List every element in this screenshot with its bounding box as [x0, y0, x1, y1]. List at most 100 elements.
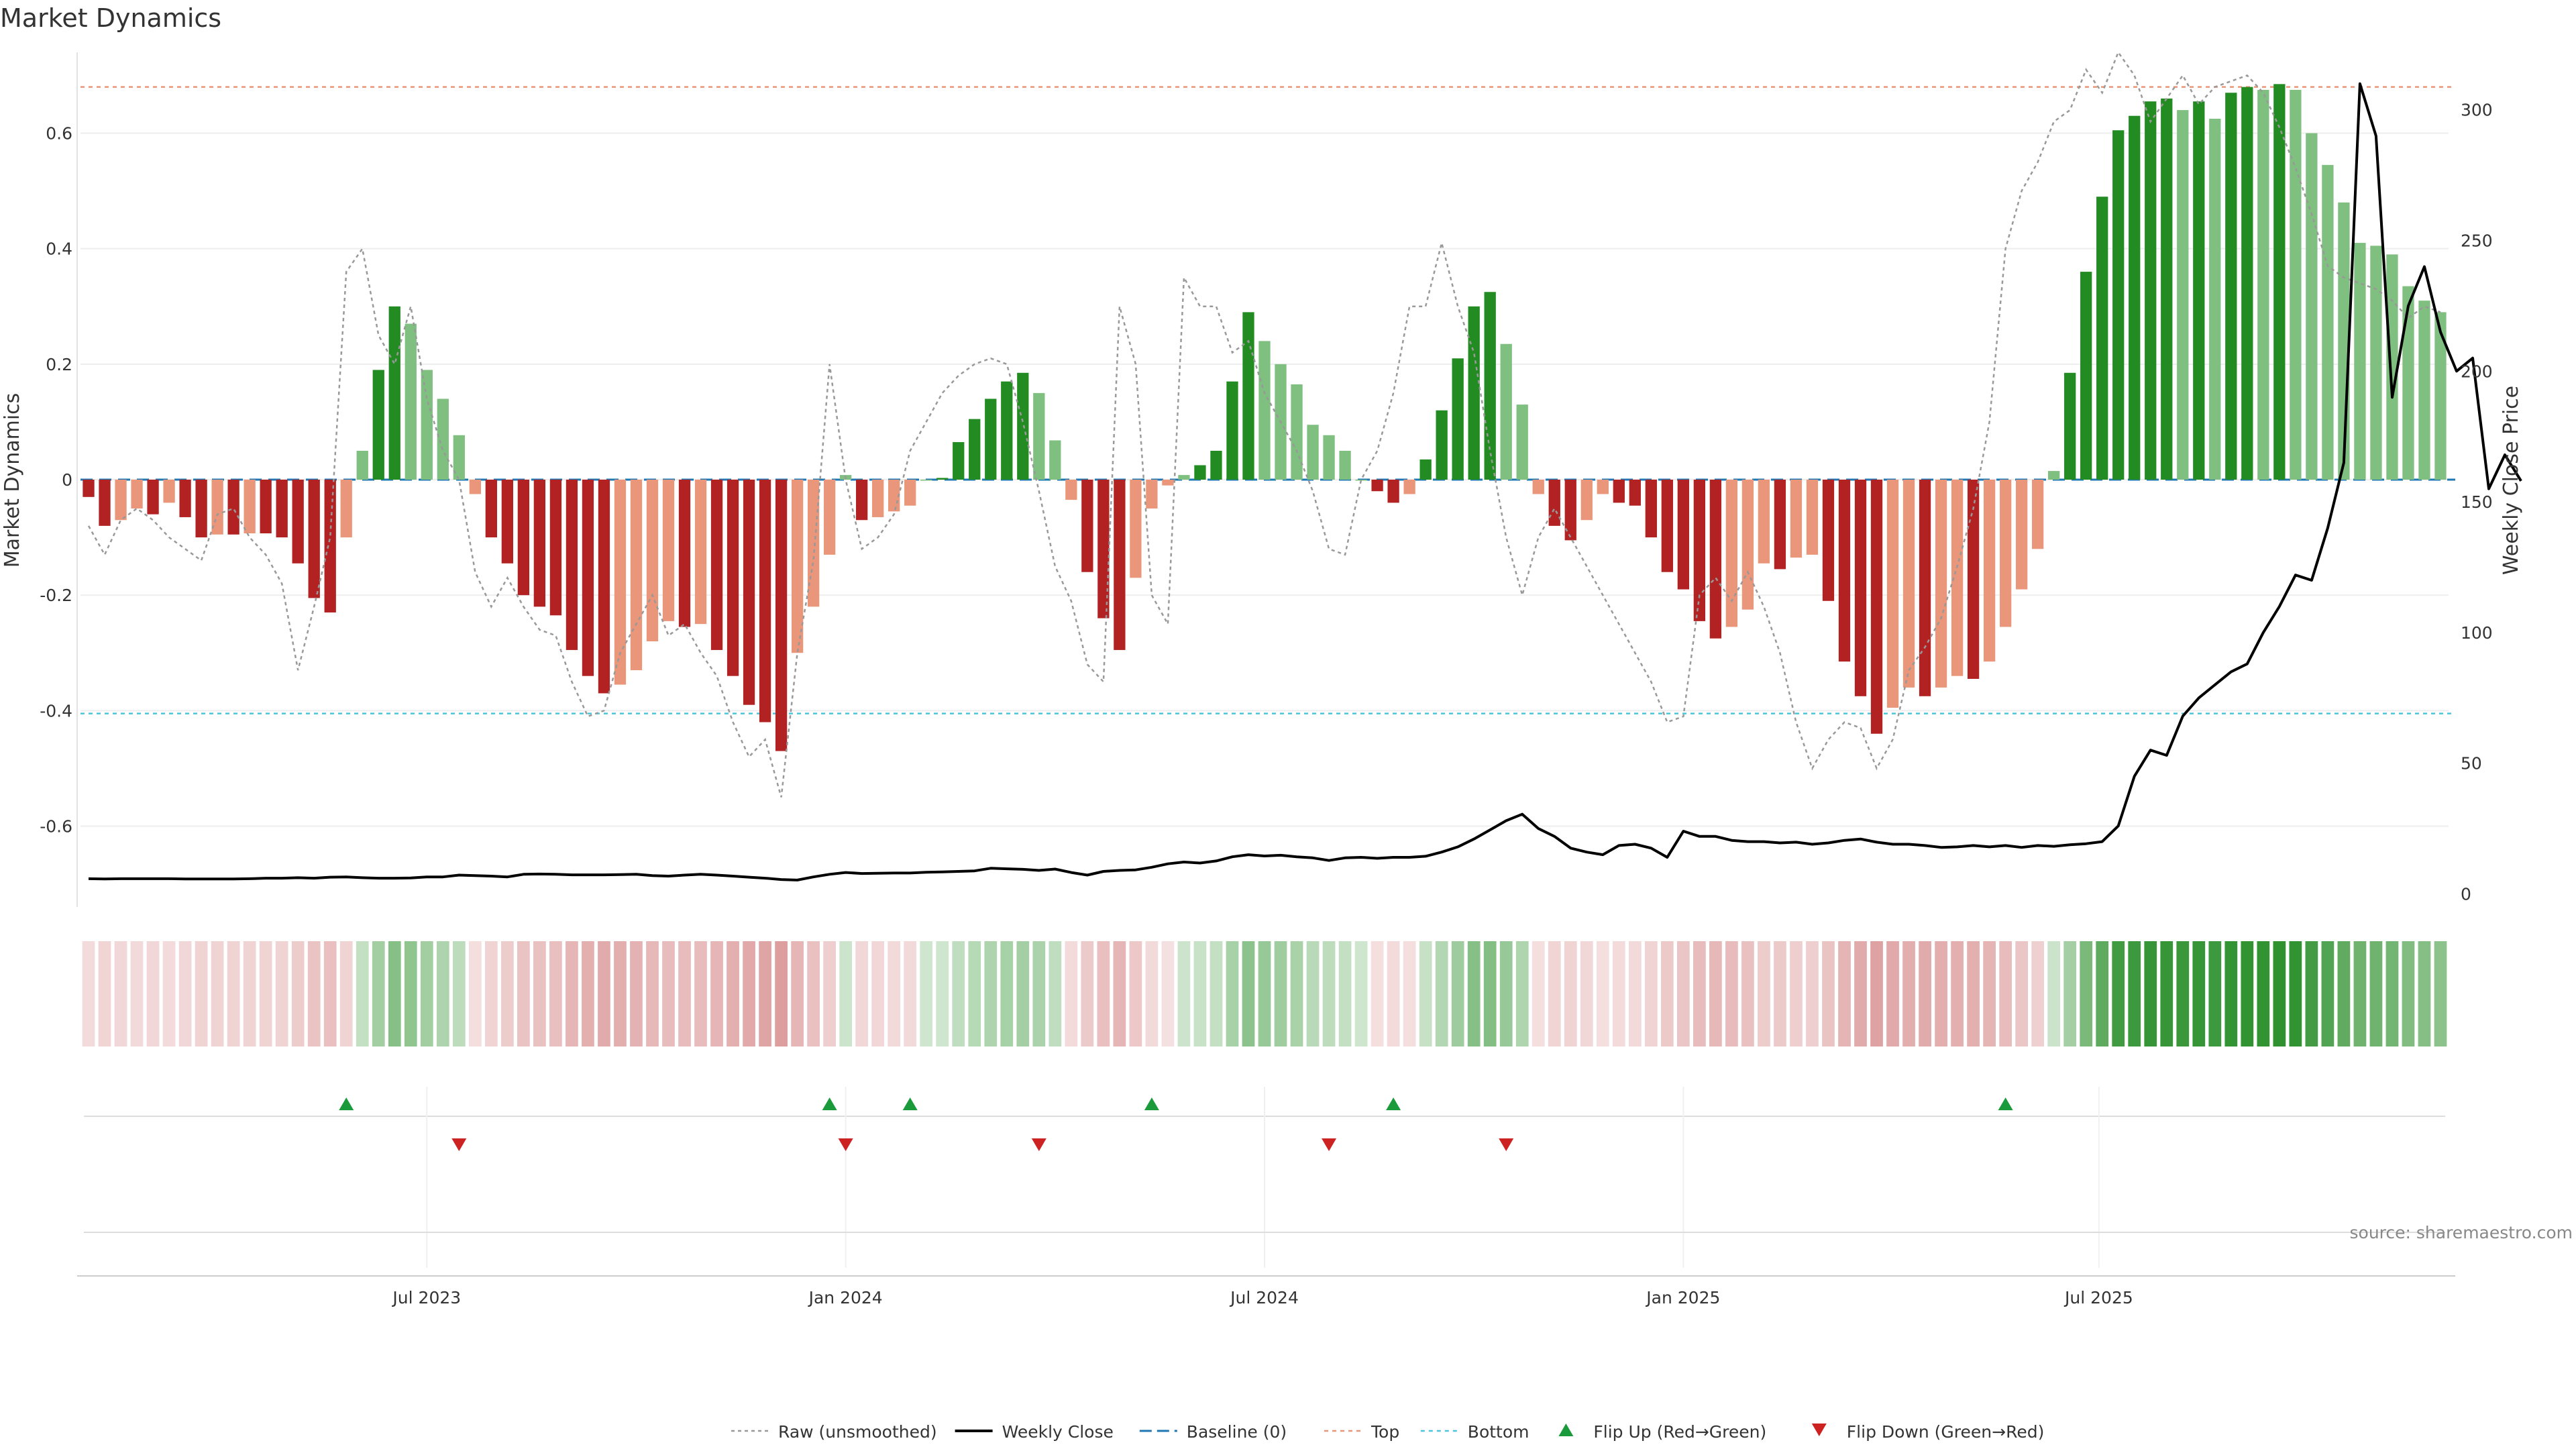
- md-bar: [372, 370, 384, 480]
- md-bar: [953, 442, 965, 480]
- regime-cell: [2337, 941, 2351, 1046]
- regime-cell: [727, 941, 739, 1046]
- md-bar: [2370, 246, 2382, 480]
- regime-cell: [1693, 941, 1706, 1046]
- regime-cell: [1016, 941, 1030, 1046]
- regime-cell: [984, 941, 998, 1046]
- md-bar: [2032, 480, 2044, 549]
- regime-cell: [1790, 941, 1803, 1046]
- regime-cell: [114, 941, 127, 1046]
- regime-cell: [1515, 941, 1529, 1046]
- regime-cell: [227, 941, 240, 1046]
- x-tick-label: Jul 2025: [2063, 1288, 2133, 1307]
- md-bar: [1371, 480, 1383, 492]
- md-bar: [1597, 480, 1609, 494]
- legend: Raw (unsmoothed) Weekly Close Baseline (0)…: [731, 1422, 2044, 1442]
- md-bar: [1130, 480, 1142, 578]
- regime-cell: [2112, 941, 2125, 1046]
- right-tick-label: 50: [2461, 754, 2482, 773]
- regime-cell: [2160, 941, 2174, 1046]
- regime-cell: [855, 941, 869, 1046]
- regime-cell: [468, 941, 482, 1046]
- md-bar: [1323, 435, 1335, 480]
- md-bar: [421, 370, 433, 480]
- raw-unsmoothed-line: [87, 50, 2441, 798]
- md-bar: [388, 306, 400, 480]
- regime-cell: [1951, 941, 1964, 1046]
- regime-cell: [1596, 941, 1609, 1046]
- regime-cell: [162, 941, 176, 1046]
- regime-cell: [2289, 941, 2302, 1046]
- md-bar: [292, 480, 304, 564]
- regime-cell: [388, 941, 401, 1046]
- regime-cell: [1129, 941, 1142, 1046]
- x-tick-label: Jul 2023: [391, 1288, 461, 1307]
- regime-cell: [2305, 941, 2318, 1046]
- md-bar: [2418, 301, 2430, 480]
- regime-cell: [178, 941, 192, 1046]
- regime-cell: [1758, 941, 1770, 1046]
- legend-label: Flip Up (Red→Green): [1593, 1422, 1766, 1442]
- regime-cell: [1210, 941, 1223, 1046]
- regime-cell: [871, 941, 885, 1046]
- md-bar: [1983, 480, 1996, 662]
- md-bar: [1838, 480, 1851, 662]
- regime-cell: [1338, 941, 1352, 1046]
- md-bar: [1307, 425, 1319, 480]
- regime-cell: [2402, 941, 2415, 1046]
- regime-cell: [82, 941, 95, 1046]
- regime-cell: [2353, 941, 2367, 1046]
- x-tick-label: Jan 2025: [1645, 1288, 1720, 1307]
- regime-cell: [1000, 941, 1014, 1046]
- md-bar: [823, 480, 836, 555]
- regime-cell: [2385, 941, 2399, 1046]
- md-bar: [83, 480, 95, 497]
- md-bar: [2193, 101, 2205, 480]
- y-axis-label-left: Market Dynamics: [1, 393, 24, 568]
- md-bar: [694, 480, 707, 625]
- md-bar: [1822, 480, 1835, 601]
- main-panel: -0.6 -0.4 -0.2 0 0.2 0.4 0.6 0 50 100 150 200 250 30…: [1, 50, 2523, 907]
- chart-title: Market Dynamics: [0, 3, 221, 33]
- regime-cell: [1580, 941, 1593, 1046]
- x-ticks: Jul 2023 Jan 2024 Jul 2024 Jan 2025 Jul 2025: [391, 1288, 2133, 1307]
- regime-cell: [2369, 941, 2383, 1046]
- md-bar: [1999, 480, 2012, 627]
- md-bar: [1613, 480, 1625, 503]
- md-bar: [1967, 480, 1980, 679]
- regime-cell: [2096, 941, 2109, 1046]
- md-bar: [1065, 480, 1077, 500]
- flip-down-marker: [838, 1138, 853, 1151]
- md-bar: [1870, 480, 1883, 734]
- bottom-panel: Jul 2023 Jan 2024 Jul 2024 Jan 2025 Jul 2025: [77, 1232, 2455, 1307]
- md-bar: [276, 480, 288, 538]
- regime-cell: [1435, 941, 1448, 1046]
- md-bar: [227, 480, 239, 535]
- regime-cell: [566, 941, 578, 1046]
- legend-label: Bottom: [1468, 1422, 1529, 1442]
- regime-cell: [1177, 941, 1191, 1046]
- flip-down-marker: [451, 1138, 467, 1151]
- flip-down-marker: [1322, 1138, 1337, 1151]
- md-bar: [469, 480, 481, 494]
- left-tick-label: 0: [62, 470, 72, 490]
- regime-cell: [582, 941, 594, 1046]
- md-bar: [662, 480, 675, 621]
- md-bar: [2129, 115, 2141, 480]
- md-bar: [1194, 465, 1206, 480]
- legend-label: Baseline (0): [1187, 1422, 1287, 1442]
- md-bar: [2096, 197, 2108, 480]
- md-bar: [2273, 84, 2286, 480]
- regime-cell: [1919, 941, 1931, 1046]
- md-bar: [566, 480, 578, 650]
- regime-cell: [452, 941, 466, 1046]
- md-bar: [1242, 312, 1254, 480]
- regime-cell: [1258, 941, 1271, 1046]
- md-bar: [1500, 343, 1512, 480]
- md-bar: [985, 398, 997, 480]
- md-bar: [1693, 480, 1706, 621]
- regime-cell: [1822, 941, 1835, 1046]
- regime-cell: [888, 941, 901, 1046]
- regime-cell: [1983, 941, 1996, 1046]
